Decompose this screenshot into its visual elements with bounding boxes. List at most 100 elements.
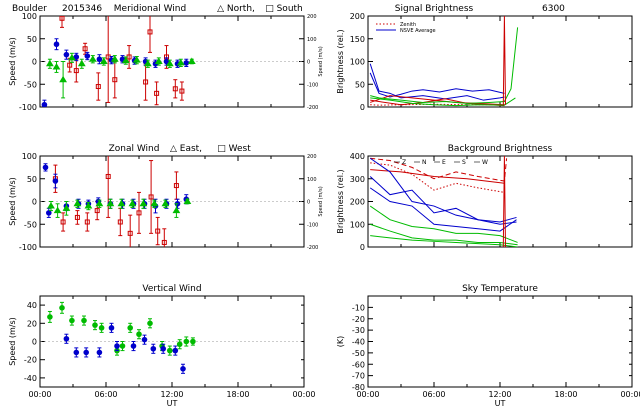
vertical-title: Vertical Wind (142, 284, 201, 294)
vertical-point (147, 320, 153, 327)
meridional-point (82, 46, 88, 52)
sky-ytick-label: -20 (352, 315, 365, 324)
background-series-line (370, 223, 518, 246)
zonal-title: Zonal Wind (109, 144, 160, 154)
panels-layer: Meridional Wind △ North, □ South-100-50050… (8, 4, 640, 408)
meridional-point (84, 53, 91, 59)
meridional-point (52, 62, 61, 70)
background-ytick-label: 0 (360, 243, 365, 252)
signal-ytick-label: 0 (360, 103, 365, 112)
meridional-plot-area (41, 16, 196, 107)
meridional-ylabel-right: Speed (m/s) (318, 46, 324, 76)
meridional-ytick-label: -100 (19, 103, 37, 112)
sky-ytick-label: -80 (352, 383, 365, 392)
background-series-line (370, 169, 505, 184)
meridional-panel: Meridional Wind △ North, □ South -100 -50 0 50… (8, 4, 324, 112)
vertical-point (108, 325, 115, 331)
zonal-point (62, 204, 71, 211)
vertical-xtick-label: 06:00 (94, 390, 117, 399)
zonal-point (161, 239, 167, 245)
vertical-point (119, 343, 126, 349)
signal-legend-label: NSVE Average (400, 28, 436, 34)
meridional-point (187, 57, 196, 64)
sky-panel: Sky Temperature -80 -70 -60 -50 -40 -30 -20 -10 (… (336, 284, 640, 408)
background-ytick-label: 100 (350, 220, 365, 229)
sky-xtick-label: 06:00 (422, 390, 445, 399)
vertical-point (92, 322, 98, 328)
zonal-point (46, 210, 52, 216)
vertical-point (141, 336, 148, 343)
vertical-point (150, 345, 157, 352)
signal-plot-area (369, 16, 519, 107)
zonal-point (60, 219, 66, 225)
background-title: Background Brightness (448, 144, 553, 154)
zonal-point (95, 199, 104, 207)
background-panel: Background Brightness 0 100 200 300 400 Bright… (336, 144, 633, 252)
meridional-point (67, 62, 73, 68)
meridional-point (73, 54, 80, 60)
vertical-point (73, 349, 80, 356)
sky-xtick-label: 12:00 (488, 390, 511, 399)
zonal-point (84, 219, 90, 225)
zonal-point (172, 206, 181, 214)
background-plot-area (369, 156, 518, 247)
background-legend-label: Z (402, 159, 406, 166)
zonal-ytick-right-label: -100 (307, 222, 318, 228)
background-legend-label: W (482, 159, 488, 166)
meridional-point (154, 90, 160, 96)
sky-title: Sky Temperature (462, 284, 538, 294)
zonal-point (117, 199, 126, 207)
signal-ytick-label: 50 (355, 80, 365, 89)
signal-series-line (370, 97, 516, 107)
zonal-point (148, 194, 154, 200)
meridional-legend-b: □ South (265, 4, 303, 14)
sky-xlabel: UT (495, 399, 506, 408)
meridional-point (147, 29, 153, 35)
zonal-point (127, 230, 133, 236)
meridional-point (46, 59, 54, 67)
vertical-point (83, 349, 89, 356)
zonal-ytick-right-label: 100 (307, 177, 317, 183)
zonal-point (128, 199, 137, 207)
signal-ylabel: Brightness (rel.) (336, 29, 345, 93)
zonal-point (84, 202, 93, 209)
vertical-point (180, 366, 186, 372)
vertical-ytick-label: -20 (24, 356, 37, 365)
meridional-ytick-label: -50 (24, 80, 37, 89)
meridional-point (165, 59, 174, 67)
meridional-point (59, 75, 67, 83)
vertical-point (69, 317, 75, 324)
zonal-point (74, 214, 80, 220)
signal-series-line (370, 27, 519, 104)
zonal-ytick-label: 0 (32, 198, 37, 207)
vertical-point (59, 305, 65, 311)
meridional-point (183, 60, 190, 66)
vertical-point (176, 341, 183, 348)
zonal-ylabel-right: Speed (m/s) (318, 186, 324, 216)
vertical-point (183, 338, 190, 345)
meridional-ytick-right-label: 100 (307, 37, 317, 43)
vertical-ylabel: Speed (m/s) (8, 317, 17, 366)
background-ytick-label: 300 (350, 175, 365, 184)
meridional-legend-a: △ North, (217, 4, 255, 14)
vertical-plot-area (47, 301, 196, 374)
zonal-point (106, 199, 115, 207)
sky-ytick-label: -50 (352, 349, 365, 358)
sky-ytick-label: -10 (352, 303, 365, 312)
background-ytick-label: 200 (350, 198, 365, 207)
meridional-point (172, 86, 178, 92)
meridional-point (121, 56, 130, 64)
signal-wavelength: 6300 (542, 4, 565, 14)
vertical-point (160, 345, 166, 352)
vertical-xtick-label: 18:00 (226, 390, 249, 399)
zonal-ylabel: Speed (m/s) (8, 177, 17, 226)
vertical-ytick-label: 40 (27, 301, 37, 310)
sky-ytick-label: -40 (352, 338, 365, 347)
zonal-ytick-right-label: 200 (307, 154, 317, 160)
vertical-xtick-label: 00:00 (292, 390, 315, 399)
vertical-xtick-label: 00:00 (28, 390, 51, 399)
vertical-point (130, 343, 137, 349)
meridional-ytick-right-label: 0 (307, 60, 310, 66)
meridional-point (68, 53, 76, 61)
background-series-line (369, 176, 517, 223)
